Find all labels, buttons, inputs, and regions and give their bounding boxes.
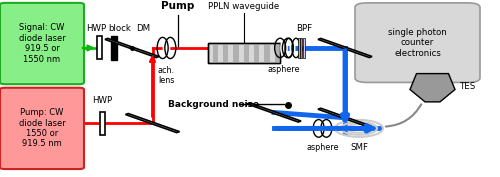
Polygon shape [126,113,180,133]
Polygon shape [111,36,117,60]
Polygon shape [247,103,301,122]
Text: BPF: BPF [296,24,312,33]
Text: ach.
lens: ach. lens [158,66,175,85]
Text: asphere: asphere [268,65,300,74]
Bar [254,43,260,63]
Ellipse shape [280,38,288,58]
Text: HWP: HWP [92,96,112,105]
Bar [234,43,238,63]
Text: Background noise: Background noise [168,100,258,109]
Bar [300,38,302,58]
Bar [212,43,218,63]
Bar [244,43,249,63]
Bar [264,43,270,63]
Bar [208,43,280,63]
Ellipse shape [162,38,170,58]
Text: Pump: Pump [161,1,194,12]
Text: TES: TES [460,82,476,91]
Bar [223,43,228,63]
Bar [298,38,300,58]
Polygon shape [100,112,105,135]
Polygon shape [318,38,372,58]
Text: single photon
counter
electronics: single photon counter electronics [388,28,447,58]
Polygon shape [318,108,372,127]
Text: Pump: CW
diode laser
1550 or
919.5 nm: Pump: CW diode laser 1550 or 919.5 nm [18,108,66,149]
Text: block: block [108,24,132,33]
Bar [302,38,304,58]
Bar [208,43,280,63]
Text: PPLN waveguide: PPLN waveguide [208,2,280,11]
FancyBboxPatch shape [0,3,84,84]
Polygon shape [105,38,159,58]
FancyBboxPatch shape [355,3,480,82]
Text: SMF: SMF [350,143,368,152]
Text: asphere: asphere [306,143,339,152]
Text: DM: DM [136,24,150,33]
FancyBboxPatch shape [0,88,84,169]
Ellipse shape [290,39,296,57]
Bar [275,43,280,63]
Polygon shape [410,74,455,102]
Text: Signal: CW
diode laser
919.5 or
1550 nm: Signal: CW diode laser 919.5 or 1550 nm [18,23,66,64]
Polygon shape [96,36,102,59]
Text: HWP: HWP [86,24,106,33]
Ellipse shape [318,120,326,137]
